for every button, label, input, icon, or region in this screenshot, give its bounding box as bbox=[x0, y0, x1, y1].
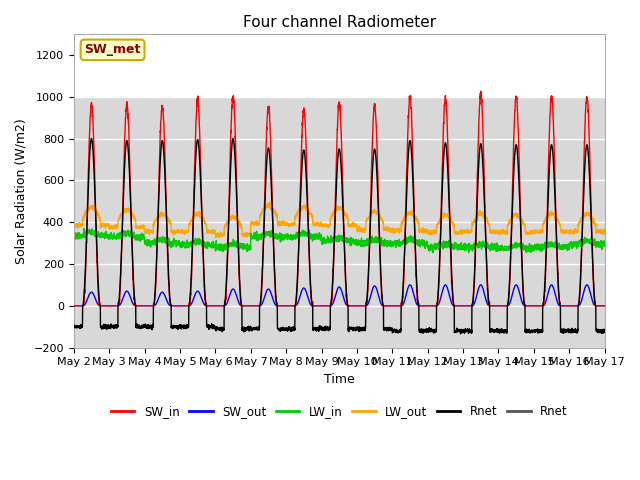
Bar bbox=[74, 34, 605, 96]
X-axis label: Time: Time bbox=[324, 373, 355, 386]
Y-axis label: Solar Radiation (W/m2): Solar Radiation (W/m2) bbox=[15, 118, 28, 264]
Title: Four channel Radiometer: Four channel Radiometer bbox=[243, 15, 436, 30]
Legend: SW_in, SW_out, LW_in, LW_out, Rnet, Rnet: SW_in, SW_out, LW_in, LW_out, Rnet, Rnet bbox=[106, 401, 572, 423]
Text: SW_met: SW_met bbox=[84, 43, 141, 56]
